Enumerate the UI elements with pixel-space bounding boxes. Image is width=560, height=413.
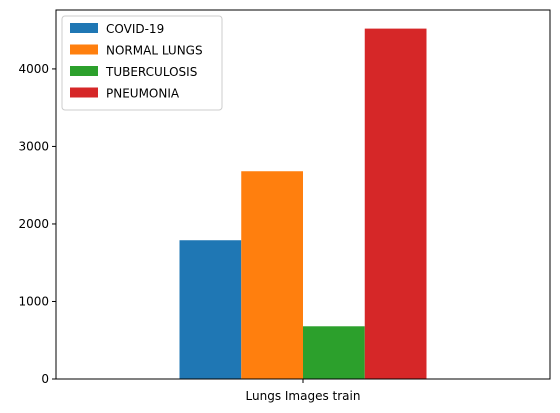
y-axis: 0 1000 2000 3000 4000 <box>18 62 56 386</box>
legend-swatch-tuberculosis <box>70 66 98 76</box>
bar-covid-19 <box>179 240 242 379</box>
legend-label-tuberculosis: TUBERCULOSIS <box>105 65 197 79</box>
y-tick-label: 0 <box>41 372 49 386</box>
legend-label-covid-19: COVID-19 <box>106 22 164 36</box>
legend: COVID-19 NORMAL LUNGS TUBERCULOSIS PNEUMONI… <box>61 15 223 111</box>
legend-swatch-normal-lungs <box>70 44 98 55</box>
y-tick-label: 1000 <box>18 294 49 308</box>
y-tick-label: 4000 <box>18 62 49 76</box>
legend-label-normal-lungs: NORMAL LUNGS <box>106 44 203 58</box>
bar-pneumonia <box>364 28 427 379</box>
y-tick-label: 3000 <box>18 139 49 153</box>
bar-normal-lungs <box>241 171 303 379</box>
plot-frame <box>55 9 551 380</box>
legend-swatch-pneumonia <box>70 87 98 98</box>
legend-label-pneumonia: PNEUMONIA <box>106 87 180 101</box>
y-tick-label: 2000 <box>18 217 49 231</box>
bars-group <box>179 28 427 379</box>
bar-tuberculosis <box>303 326 365 379</box>
x-axis: Lungs Images train <box>246 379 361 403</box>
legend-frame <box>61 15 223 111</box>
legend-swatch-covid-19 <box>70 23 98 33</box>
x-tick-label: Lungs Images train <box>246 389 361 403</box>
